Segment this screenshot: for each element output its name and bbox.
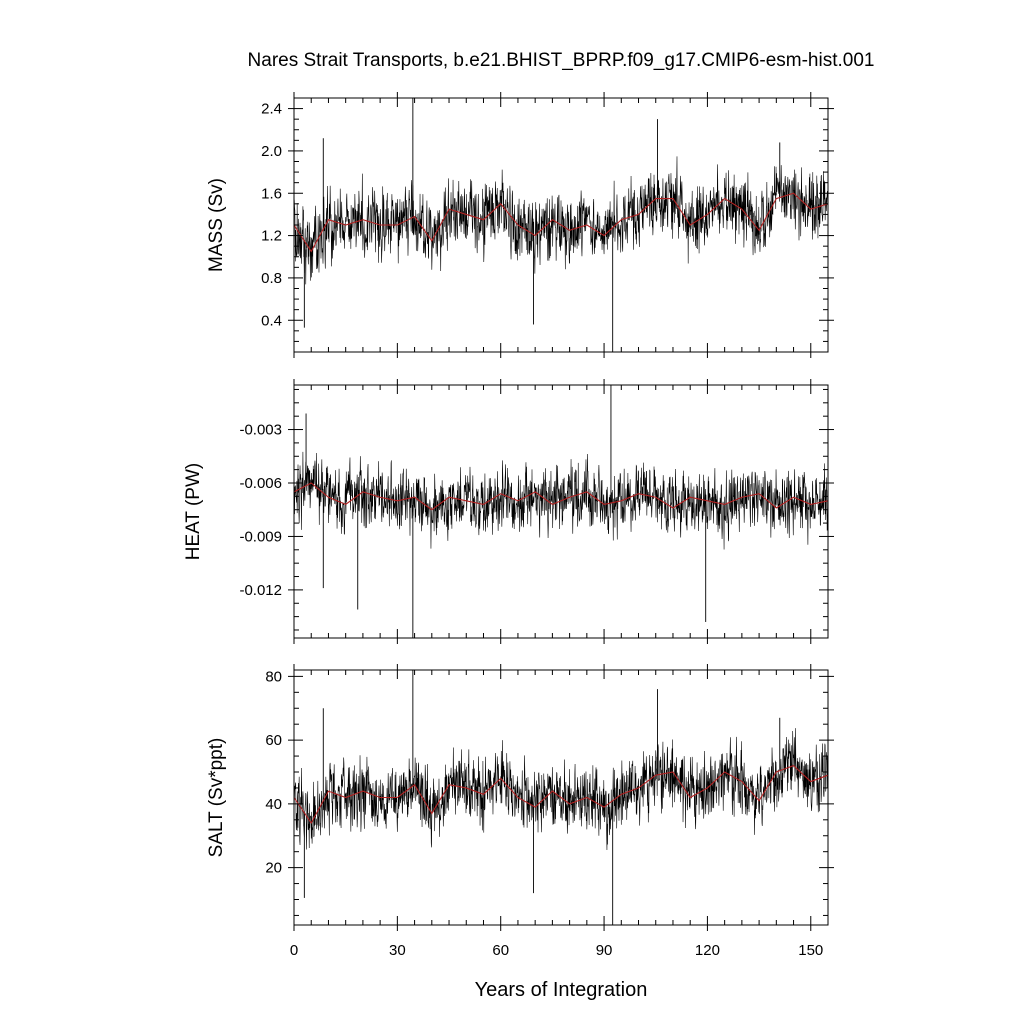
x-tick-label: 120 [695,942,720,959]
y-tick-label-heat: -0.006 [239,475,282,492]
x-tick-label: 150 [798,942,823,959]
series-raw-mass [293,156,829,285]
y-tick-label-heat: -0.003 [239,422,282,439]
y-axis-label-mass: MASS (Sv) [206,178,227,272]
y-axis-label-heat: HEAT (PW) [183,463,204,560]
panel-salt: 20 40 60 80 SALT (Sv*ppt) 0 30 60 90 120 150 [206,664,834,959]
series-smoothed-mass [293,192,829,253]
y-tick-label-mass: 2.4 [261,101,282,118]
x-axis-label: Years of Integration [475,979,648,1001]
y-axis-label-salt: SALT (Sv*ppt) [206,738,227,858]
series-smoothed-salt [293,764,829,825]
series-raw-heat [293,451,829,550]
x-tick-label: 90 [596,942,613,959]
y-tick-label-mass: 1.2 [261,228,282,245]
y-tick-label-salt: 40 [265,796,282,813]
y-tick-label-salt: 20 [265,860,282,877]
y-tick-label-heat: -0.012 [239,582,282,599]
series-smoothed-heat [293,482,829,511]
y-tick-label-mass: 0.8 [261,270,282,287]
x-tick-label: 0 [290,942,298,959]
y-tick-label-heat: -0.009 [239,528,282,545]
y-tick-label-mass: 0.4 [261,312,282,329]
plot-frame-salt [293,669,829,926]
y-tick-label-salt: 60 [265,732,282,749]
plot-frame-heat [293,384,829,639]
panel-heat: -0.012 -0.009 -0.006 -0.003 HEAT (PW) [183,379,834,644]
x-tick-label: 60 [492,942,509,959]
y-tick-label-mass: 1.6 [261,185,282,202]
y-tick-label-mass: 2.0 [261,143,282,160]
y-tick-label-salt: 80 [265,668,282,685]
panel-mass: 0.4 0.8 1.2 1.6 2.0 2.4 MASS (Sv) [206,92,834,358]
x-tick-label: 30 [389,942,406,959]
figure-title: Nares Strait Transports, b.e21.BHIST_BPR… [248,50,875,71]
